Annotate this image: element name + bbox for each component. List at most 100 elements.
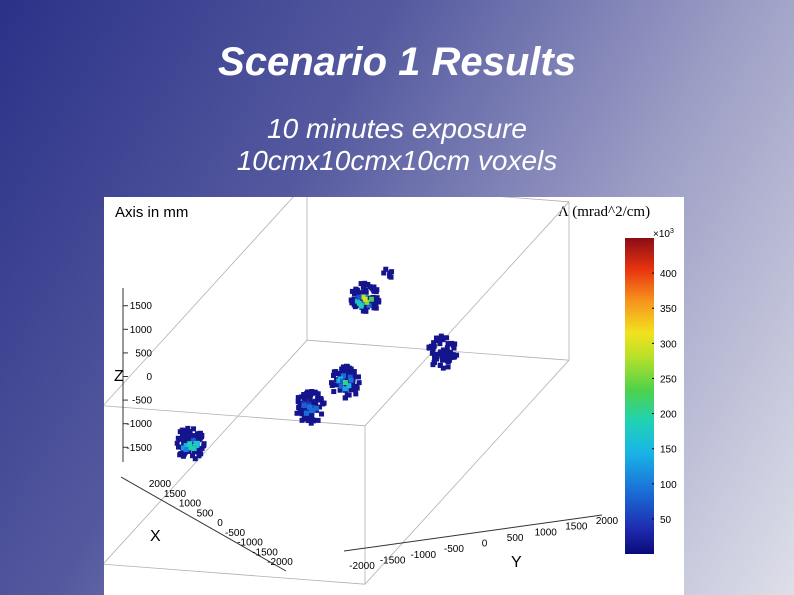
voxel bbox=[355, 374, 361, 380]
voxel bbox=[434, 338, 440, 344]
x-tick-label: 2000 bbox=[149, 479, 172, 490]
y-tick-label: 1000 bbox=[535, 527, 558, 538]
voxel bbox=[445, 341, 451, 347]
voxel bbox=[331, 389, 337, 395]
voxel bbox=[444, 335, 450, 341]
z-tick-label: 1500 bbox=[130, 301, 153, 312]
voxel bbox=[177, 452, 183, 458]
voxel bbox=[449, 353, 455, 359]
voxel bbox=[369, 284, 375, 290]
voxel bbox=[353, 286, 359, 292]
colorbar-title: Λ (mrad^2/cm) bbox=[558, 204, 650, 220]
x-tick-label: -2000 bbox=[267, 557, 293, 568]
voxel bbox=[351, 296, 357, 302]
z-tick-label: 500 bbox=[135, 348, 152, 359]
voxel bbox=[319, 411, 325, 417]
voxel bbox=[295, 395, 301, 401]
voxel-cluster bbox=[174, 425, 207, 462]
voxel bbox=[371, 305, 377, 311]
x-tick-label: 1500 bbox=[164, 489, 187, 500]
voxel bbox=[177, 429, 183, 435]
voxel bbox=[349, 368, 355, 374]
y-tick-label: -1500 bbox=[380, 555, 406, 566]
voxel bbox=[179, 432, 185, 438]
box-edge bbox=[364, 359, 570, 585]
voxel-hot bbox=[340, 373, 346, 379]
voxel bbox=[346, 365, 352, 371]
voxel bbox=[373, 289, 379, 295]
voxel bbox=[333, 369, 339, 375]
voxel-peak bbox=[307, 404, 313, 410]
bounding-box bbox=[104, 197, 570, 585]
voxel bbox=[299, 417, 305, 423]
voxel bbox=[362, 280, 368, 286]
voxel bbox=[295, 399, 301, 405]
box-edge bbox=[500, 197, 570, 203]
voxel bbox=[198, 451, 204, 457]
voxel-hot bbox=[340, 378, 346, 384]
voxel bbox=[309, 412, 315, 418]
voxel bbox=[353, 391, 359, 397]
voxel bbox=[372, 295, 378, 301]
voxel bbox=[305, 418, 311, 424]
voxel bbox=[303, 391, 309, 397]
z-tick-label: -500 bbox=[132, 396, 152, 407]
voxel-hot bbox=[303, 410, 309, 416]
voxel bbox=[197, 430, 203, 436]
box-edge bbox=[104, 563, 366, 585]
voxel-hot bbox=[191, 446, 197, 452]
voxel bbox=[195, 446, 201, 452]
voxel-hot bbox=[354, 298, 360, 304]
voxel-hot bbox=[183, 443, 189, 449]
z-tick-label: -1000 bbox=[126, 419, 152, 430]
y-axis-line bbox=[343, 514, 603, 552]
voxel bbox=[315, 417, 321, 423]
voxel bbox=[194, 449, 200, 455]
voxel bbox=[294, 410, 300, 416]
voxel bbox=[361, 302, 367, 308]
voxel bbox=[187, 432, 193, 438]
voxel bbox=[195, 437, 201, 443]
voxel-hot bbox=[193, 440, 199, 446]
voxel bbox=[358, 281, 364, 287]
voxel bbox=[444, 345, 450, 351]
x-tick-label: 0 bbox=[217, 518, 223, 529]
x-tick-label: -1500 bbox=[252, 547, 278, 558]
voxel bbox=[340, 367, 346, 373]
voxel bbox=[343, 363, 349, 369]
voxel bbox=[301, 413, 307, 419]
voxel bbox=[352, 304, 358, 310]
y-tick-label: -1000 bbox=[410, 550, 436, 561]
colorbar-multiplier-exponent: 3 bbox=[670, 228, 674, 235]
colorbar-multiplier: ×103 bbox=[653, 228, 674, 240]
voxel bbox=[365, 281, 371, 287]
voxel bbox=[381, 270, 387, 276]
voxel bbox=[354, 385, 360, 391]
voxel bbox=[199, 445, 205, 451]
voxel bbox=[444, 352, 450, 358]
voxel bbox=[352, 374, 358, 380]
voxel bbox=[182, 450, 188, 456]
voxel bbox=[186, 429, 192, 435]
voxel-hot bbox=[348, 377, 354, 383]
voxel-cluster bbox=[328, 363, 362, 401]
voxel bbox=[297, 402, 303, 408]
box-edge bbox=[104, 405, 366, 427]
axis-note-background bbox=[104, 197, 414, 233]
colorbar bbox=[625, 238, 654, 554]
axis-note: Axis in mm bbox=[115, 204, 188, 221]
colorbar-tick-label: 400 bbox=[660, 269, 677, 280]
voxel bbox=[443, 348, 449, 354]
colorbar-tick-label: 150 bbox=[660, 445, 677, 456]
voxel bbox=[355, 289, 361, 295]
voxel bbox=[312, 398, 318, 404]
voxel bbox=[437, 341, 443, 347]
y-tick-label: -2000 bbox=[349, 561, 375, 572]
voxel-clusters bbox=[174, 266, 460, 462]
voxel bbox=[383, 266, 389, 272]
voxel bbox=[389, 269, 395, 275]
colorbar-tick-label: 50 bbox=[660, 515, 672, 526]
x-tick-label: 1000 bbox=[179, 499, 202, 510]
chart-3d-scatter: Axis in mm Λ (mrad^2/cm) 150010005000-50… bbox=[104, 197, 677, 585]
axes: 150010005000-500-1000-150020001500100050… bbox=[120, 288, 619, 572]
